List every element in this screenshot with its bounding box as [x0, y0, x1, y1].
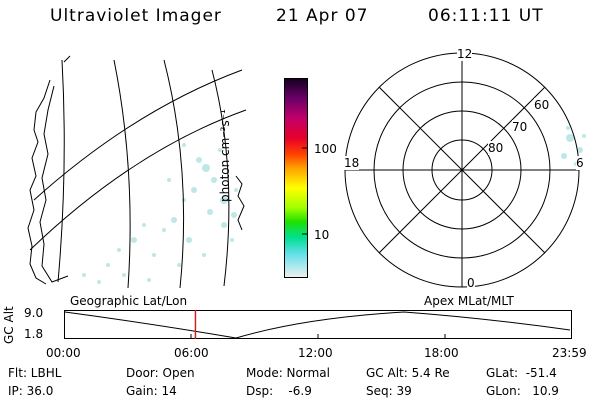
mlat-label-60: 60: [534, 98, 550, 112]
polar-uv-speckle: [561, 126, 586, 166]
mlt-label-12: 12: [457, 47, 473, 61]
glon-readout: GLon: 10.9: [486, 384, 559, 398]
seq-readout: Seq: 39: [366, 384, 412, 398]
gc-alt-tick-1-8: 1.8: [24, 327, 44, 341]
glat-readout: GLat: -51.4: [486, 366, 557, 380]
color-scale-bar: [284, 78, 308, 278]
mlt-label-6: 6: [576, 156, 584, 170]
polar-mlat-mlt-plot: [344, 52, 586, 288]
date-label: 21 Apr 07: [276, 6, 369, 26]
gc-alt-tick-9: 9.0: [24, 306, 44, 320]
time-tick-1800: 18:00: [424, 346, 459, 360]
apex-panel-title: Apex MLat/MLT: [424, 294, 514, 308]
mlt-label-0: 0: [467, 276, 475, 290]
filter-readout: Flt: LBHL: [8, 366, 62, 380]
dsp-readout: Dsp: -6.9: [246, 384, 312, 398]
colorbar-tick-100: 100: [314, 142, 337, 156]
colorbar-unit-label: photon cm⁻²s⁻¹: [218, 109, 232, 202]
mlat-label-80: 80: [488, 141, 504, 155]
lat-lon-grid: [29, 59, 247, 289]
geographic-image-panel: [27, 55, 247, 289]
time-tick-2359: 23:59: [552, 346, 587, 360]
altitude-timeline-plot: [64, 310, 572, 339]
gc-alt-axis-label: GC Alt: [2, 306, 16, 344]
gain-readout: Gain: 14: [126, 384, 177, 398]
gc-alt-readout: GC Alt: 5.4 Re: [366, 366, 450, 380]
colorbar-tick-10: 10: [314, 228, 330, 242]
time-tick-0600: 06:00: [174, 346, 209, 360]
mode-readout: Mode: Normal: [246, 366, 330, 380]
geographic-panel-title: Geographic Lat/Lon: [70, 294, 188, 308]
coastline: [27, 55, 245, 285]
time-label: 06:11:11 UT: [428, 6, 544, 26]
time-tick-0000: 00:00: [46, 346, 81, 360]
ip-readout: IP: 36.0: [8, 384, 54, 398]
instrument-title: Ultraviolet Imager: [50, 6, 222, 26]
door-readout: Door: Open: [126, 366, 195, 380]
uv-emission-speckle: [82, 143, 238, 284]
mlat-label-70: 70: [512, 120, 528, 134]
mlt-label-18: 18: [344, 156, 360, 170]
time-tick-1200: 12:00: [298, 346, 333, 360]
